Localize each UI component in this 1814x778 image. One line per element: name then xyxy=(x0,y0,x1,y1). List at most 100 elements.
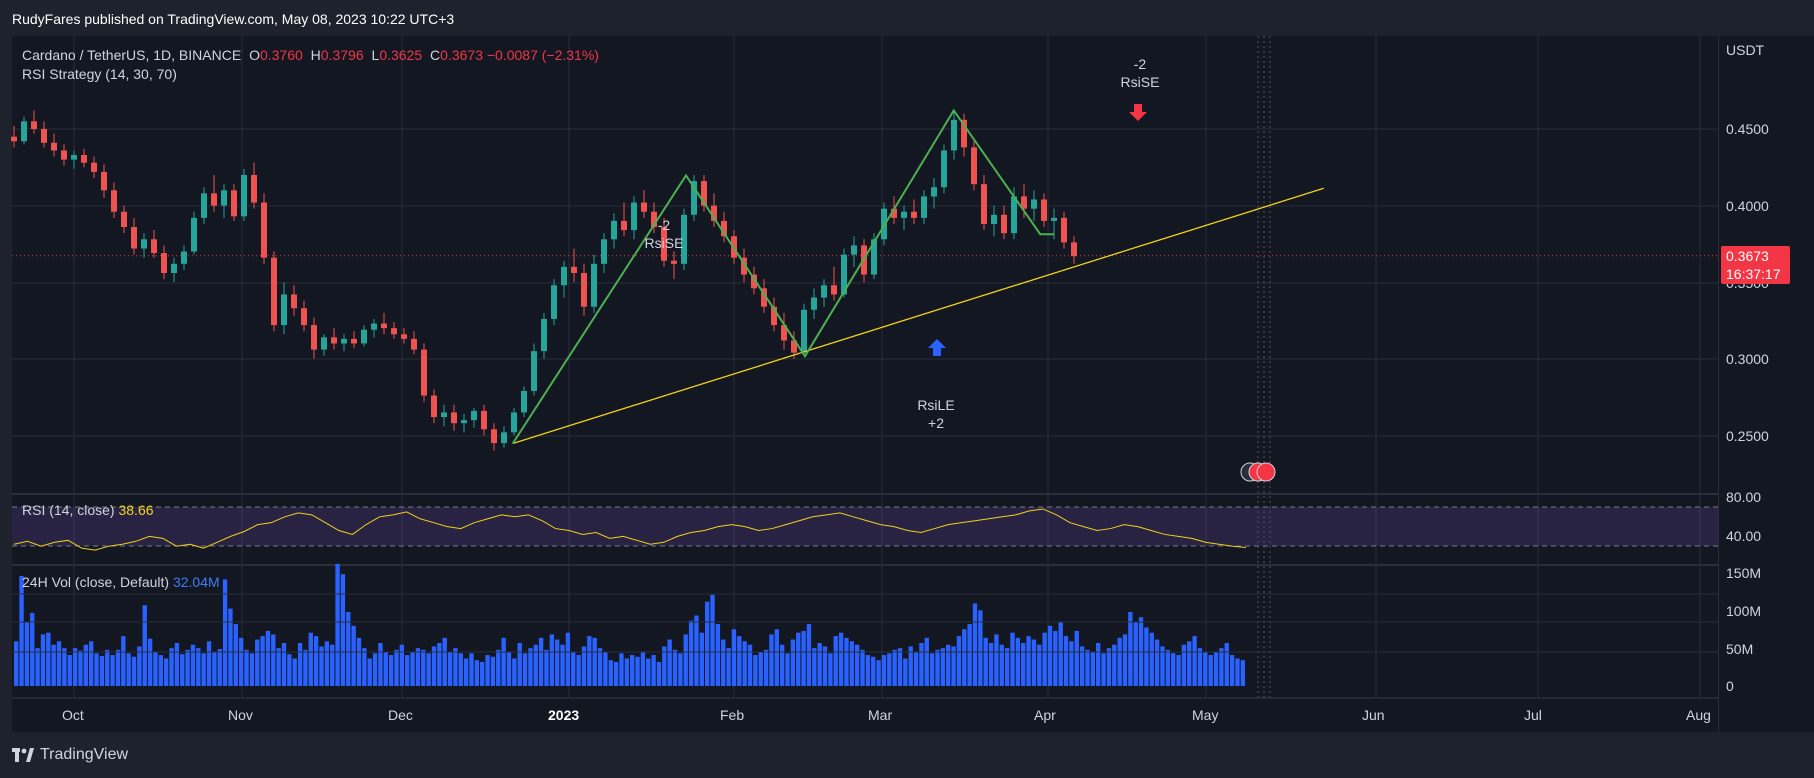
volume-bar xyxy=(212,651,217,686)
volume-bar xyxy=(169,648,174,686)
volume-bar xyxy=(951,646,956,686)
candle xyxy=(681,214,687,264)
candle xyxy=(411,338,417,350)
candle xyxy=(291,294,297,309)
volume-bar xyxy=(1219,648,1224,686)
volume-bar xyxy=(431,646,437,686)
candle xyxy=(991,214,997,224)
volume-bar xyxy=(319,646,324,686)
volume-bar xyxy=(924,637,929,686)
volume-bar xyxy=(131,656,137,686)
candle xyxy=(381,323,387,329)
candle xyxy=(871,239,877,275)
time-label-jul: Jul xyxy=(1524,707,1542,723)
volume-bar xyxy=(480,661,485,686)
volume-bar xyxy=(726,648,731,686)
volume-bar xyxy=(528,648,533,686)
volume-bar xyxy=(67,655,72,686)
volume-bar xyxy=(758,651,763,686)
volume-bar xyxy=(887,653,892,686)
sell-signal-1[interactable]: -2 RsiSE xyxy=(644,216,684,252)
candle xyxy=(271,257,277,326)
volume-bar xyxy=(790,639,796,686)
volume-bar xyxy=(747,644,753,686)
sell-signal-2[interactable]: -2 RsiSE xyxy=(1118,55,1162,91)
volume-bar xyxy=(1176,655,1181,686)
volume-bar xyxy=(249,653,255,686)
volume-bar xyxy=(737,636,742,686)
volume-bar xyxy=(763,649,769,686)
volume-bar xyxy=(640,651,646,686)
volume-bar xyxy=(1187,641,1192,686)
volume-bar xyxy=(1213,651,1219,686)
candle xyxy=(1051,217,1057,221)
volume-bar xyxy=(458,653,463,686)
volume-bar xyxy=(78,650,83,686)
candle xyxy=(521,390,527,413)
volume-bar xyxy=(512,658,517,686)
sell-signal-2-name: RsiSE xyxy=(1120,74,1160,90)
candle xyxy=(111,190,117,212)
volume-bar xyxy=(147,638,153,686)
volume-bar xyxy=(255,639,260,686)
close-value: 0.3673 xyxy=(440,47,483,63)
volume-bar xyxy=(201,653,206,686)
volume-bar xyxy=(592,637,597,686)
candle xyxy=(931,187,937,197)
candle xyxy=(201,193,207,218)
volume-bar xyxy=(228,608,233,686)
volume-bar xyxy=(871,656,876,686)
volume-bar xyxy=(646,658,651,686)
price-axis[interactable] xyxy=(1718,36,1814,732)
candle xyxy=(761,288,767,307)
volume-bar xyxy=(560,644,565,686)
volume-bar xyxy=(624,658,629,686)
rsi-legend[interactable]: RSI (14, close) 38.66 xyxy=(22,502,154,518)
candle xyxy=(921,196,927,218)
volume-bar xyxy=(447,651,453,686)
volume-bar xyxy=(30,612,35,686)
candle xyxy=(51,142,57,151)
volume-legend[interactable]: 24H Vol (close, Default) 32.04M xyxy=(22,574,220,590)
volume-bar xyxy=(988,643,994,686)
volume-bar xyxy=(967,624,972,686)
volume-bar xyxy=(158,655,163,686)
tradingview-logo[interactable]: TradingView xyxy=(12,746,128,764)
volume-bar xyxy=(1106,648,1112,686)
volume-bar xyxy=(608,660,613,686)
strategy-legend[interactable]: RSI Strategy (14, 30, 70) xyxy=(22,66,177,82)
candle xyxy=(31,121,37,129)
volume-bar xyxy=(260,636,265,686)
volume-bar xyxy=(394,649,399,686)
volume-bar xyxy=(533,644,538,686)
candle xyxy=(151,239,157,254)
buy-signal-1[interactable]: RsiLE +2 xyxy=(914,396,958,432)
last-price-tag: 0.3673 16:37:17 xyxy=(1721,246,1790,284)
candle xyxy=(941,150,947,188)
price-level-1: 0.4000 xyxy=(1726,198,1769,214)
volume-bar xyxy=(571,651,576,686)
volume-bar xyxy=(1058,622,1063,686)
candle xyxy=(821,285,827,298)
candle xyxy=(831,285,837,295)
low-value: 0.3625 xyxy=(379,47,423,63)
volume-bar xyxy=(383,651,388,686)
volume-bar xyxy=(1096,643,1101,686)
volume-bar xyxy=(485,655,490,686)
candle xyxy=(451,412,457,424)
published-caption: RudyFares published on TradingView.com, … xyxy=(12,11,455,27)
volume-bar xyxy=(24,622,30,686)
volume-bar xyxy=(1154,639,1160,686)
symbol-title[interactable]: Cardano / TetherUS, 1D, BINANCE xyxy=(22,47,242,63)
low-label: L xyxy=(371,47,380,63)
volume-bar xyxy=(1160,646,1165,686)
candle xyxy=(161,253,167,274)
candle xyxy=(751,274,757,289)
chart-area[interactable] xyxy=(12,36,1718,732)
volume-bar xyxy=(785,653,790,686)
high-label: H xyxy=(310,47,321,63)
tradingview-logo-icon xyxy=(12,748,34,762)
candle xyxy=(311,325,317,350)
candle xyxy=(601,239,607,264)
volume-bar xyxy=(410,651,415,686)
